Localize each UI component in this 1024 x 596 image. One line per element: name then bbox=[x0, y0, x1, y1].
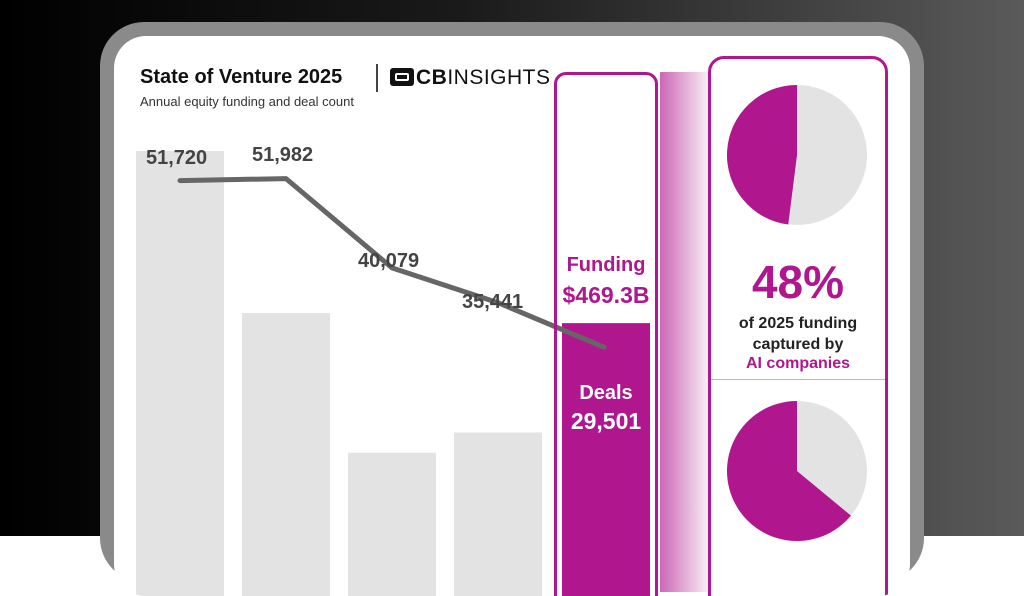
deal-label-3: 35,441 bbox=[462, 291, 523, 313]
caption-line3: AI companies bbox=[745, 355, 851, 372]
panel-divider bbox=[711, 379, 885, 380]
pie-chart-deals bbox=[727, 401, 867, 541]
funding-bar-0 bbox=[136, 151, 224, 596]
funding-label: Funding bbox=[566, 254, 646, 276]
deals-value: 29,501 bbox=[570, 408, 642, 434]
caption-line1: of 2025 funding bbox=[738, 315, 858, 332]
deals-label: Deals bbox=[579, 382, 633, 404]
pie-chart-funding bbox=[727, 85, 867, 225]
funding-value: $469.3B bbox=[562, 282, 650, 308]
title-separator bbox=[376, 64, 378, 92]
deal-label-2: 40,079 bbox=[358, 250, 419, 272]
logo-bold: CB bbox=[416, 66, 448, 89]
logo-rest: INSIGHTS bbox=[447, 66, 551, 89]
funding-bar-2 bbox=[348, 452, 436, 596]
deal-label-0: 51,720 bbox=[146, 147, 207, 169]
ai-percentage: 48% bbox=[751, 256, 845, 308]
infographic-card: State of Venture 2025 CBINSIGHTS Annual … bbox=[114, 36, 910, 596]
ai-share-panel: 48% of 2025 funding captured by AI compa… bbox=[708, 56, 888, 596]
highlight-connector bbox=[660, 72, 710, 592]
highlight-box bbox=[554, 72, 658, 596]
cbinsights-logo-icon bbox=[390, 68, 414, 86]
chart-subtitle: Annual equity funding and deal count bbox=[140, 94, 354, 109]
pie2-ai-slice bbox=[727, 401, 851, 541]
caption-line2: captured by bbox=[752, 336, 844, 353]
deal-label-1: 51,982 bbox=[252, 144, 313, 166]
deals-line bbox=[177, 176, 607, 350]
funding-bar-3 bbox=[454, 432, 542, 596]
funding-bar-1 bbox=[242, 313, 330, 596]
chart-title: State of Venture 2025 bbox=[140, 66, 343, 88]
pie1-ai-slice bbox=[727, 85, 797, 225]
cbinsights-logo: CBINSIGHTS bbox=[390, 66, 551, 90]
